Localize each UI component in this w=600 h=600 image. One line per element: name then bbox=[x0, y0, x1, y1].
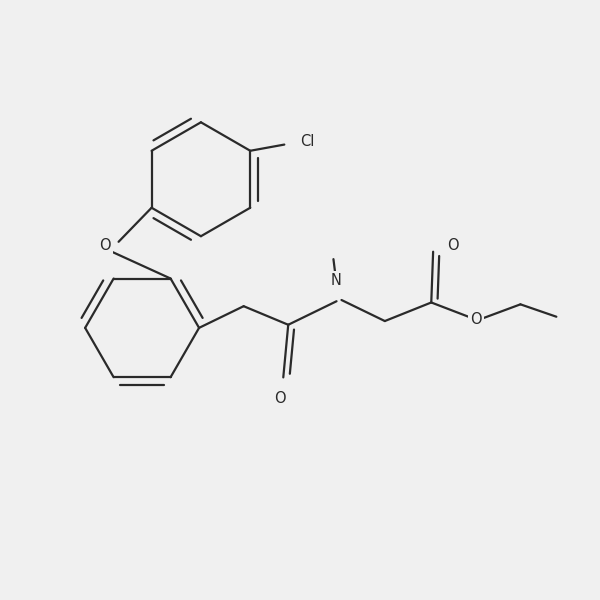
Text: O: O bbox=[274, 391, 286, 406]
Text: Cl: Cl bbox=[300, 134, 314, 149]
Text: O: O bbox=[100, 238, 111, 253]
Text: O: O bbox=[470, 313, 482, 328]
Text: O: O bbox=[447, 238, 458, 253]
Text: N: N bbox=[331, 272, 342, 287]
